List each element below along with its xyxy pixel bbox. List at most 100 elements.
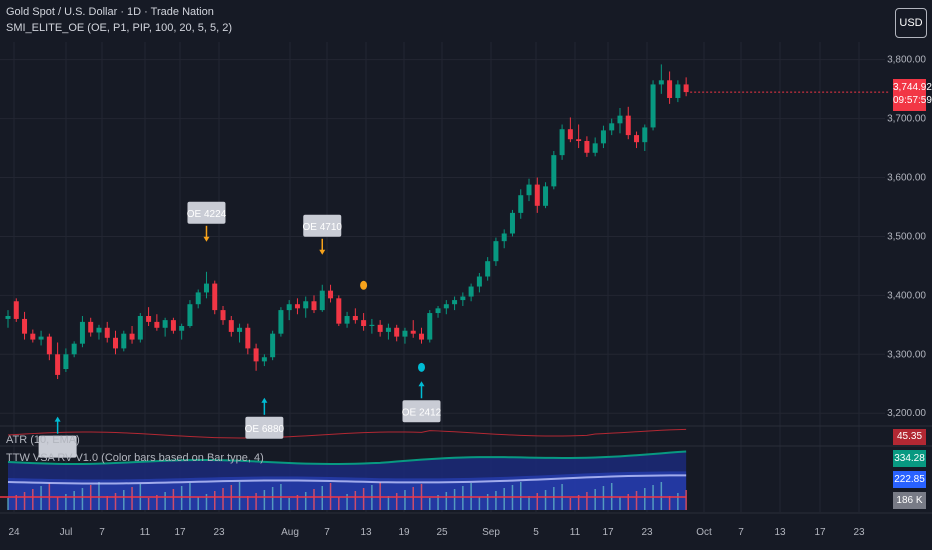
candle-body: [543, 186, 549, 206]
atr-label[interactable]: ATR (10, EMA): [6, 434, 80, 446]
candle-body: [22, 318, 28, 334]
candle-body: [137, 315, 143, 340]
candle-body: [228, 320, 234, 332]
candle: [278, 307, 284, 337]
candle: [476, 272, 482, 293]
candle: [625, 106, 631, 140]
candle-body: [452, 300, 458, 305]
candle: [634, 131, 640, 149]
candle: [617, 107, 623, 134]
price-tick-label: 3,500.00: [887, 231, 926, 242]
candle-body: [567, 129, 573, 140]
candle-body: [526, 184, 532, 196]
time-tick-label: 13: [774, 527, 786, 538]
candle: [344, 311, 350, 328]
candle-body: [154, 321, 160, 328]
time-axis[interactable]: 24 Jul 7 11 17 23 Aug 7 13 19 25 Sep 5 11 17 23 Oct 7 13 17…: [8, 527, 865, 538]
callout-box: [402, 400, 441, 423]
candle: [667, 71, 673, 104]
symbol-title[interactable]: Gold Spot / U.S. Dollar · 1D · Trade Nat…: [6, 6, 214, 18]
candle-body: [584, 140, 590, 153]
candle-body: [328, 290, 334, 299]
signal-dot: [360, 280, 368, 290]
candle-body: [675, 84, 681, 98]
candle-body: [435, 308, 441, 314]
callout-box: [38, 435, 77, 458]
candle: [55, 342, 61, 380]
time-tick-label: Aug: [281, 527, 299, 538]
candle-body: [509, 212, 515, 234]
candle-body: [46, 336, 52, 355]
candle: [220, 305, 226, 325]
candle-body: [245, 327, 251, 349]
candle: [427, 310, 433, 343]
time-tick-label: 7: [738, 527, 744, 538]
candle-body: [278, 310, 284, 334]
candle-body: [625, 115, 631, 136]
time-tick-label: 11: [140, 527, 151, 538]
time-tick-label: 23: [853, 527, 865, 538]
callout-box: [245, 416, 284, 439]
candle: [526, 178, 532, 202]
candle: [377, 320, 383, 337]
candle: [576, 124, 582, 149]
candle: [253, 343, 259, 371]
candle-body: [352, 315, 358, 321]
candle-body: [377, 324, 383, 332]
candle: [113, 330, 119, 355]
candle-body: [13, 301, 19, 319]
candle: [650, 80, 656, 131]
callout-arrowhead: [203, 236, 210, 242]
candle: [534, 177, 540, 213]
candle-body: [319, 290, 325, 311]
candle: [658, 64, 664, 94]
candle-body: [253, 348, 259, 362]
candle-body: [592, 143, 598, 153]
candle: [63, 348, 69, 372]
candle-body: [79, 321, 85, 344]
callout-text: OE 4224: [187, 209, 227, 220]
last-price-value: 3,744.92: [893, 82, 932, 93]
candle: [146, 307, 152, 327]
price-tick-label: 3,300.00: [887, 349, 926, 360]
vsa-value-1: 334.28 K: [893, 450, 926, 481]
price-axis[interactable]: 3,800.00 3,700.00 3,600.00 3,500.00 3,400.00…: [887, 55, 926, 420]
candle: [96, 324, 102, 340]
candle-body: [501, 233, 507, 242]
candle-body: [212, 283, 218, 311]
candle-body: [683, 84, 689, 93]
candle: [328, 284, 334, 303]
indicator-label[interactable]: SMI_ELITE_OE (OE, P1, PIP, 100, 20, 5, 5…: [6, 22, 233, 34]
candle-body: [88, 321, 94, 333]
time-tick-label: 7: [99, 527, 105, 538]
candle-body: [179, 326, 185, 331]
callout-arrowhead: [54, 416, 61, 422]
candle: [5, 310, 11, 328]
candle-body: [419, 333, 424, 340]
price-tick-label: 3,400.00: [887, 290, 926, 301]
candle: [493, 237, 499, 266]
candle: [567, 117, 573, 143]
atr-value-badge: 45.35: [893, 429, 926, 445]
time-tick-label: 17: [174, 527, 186, 538]
time-tick-label: 24: [8, 527, 20, 538]
candle: [270, 330, 276, 361]
candle-body: [642, 127, 648, 143]
candle-body: [63, 354, 69, 370]
candle: [228, 315, 234, 337]
candle-body: [30, 333, 36, 340]
candle: [402, 327, 408, 344]
oe-callout: OE 4224: [187, 201, 227, 242]
candle-body: [476, 276, 482, 287]
candle-body: [534, 184, 540, 206]
candle: [361, 313, 367, 331]
vsa-label[interactable]: TTW VSA RV V1.0 (Color bars based on Bar…: [6, 452, 264, 464]
candle: [452, 296, 458, 311]
callout-arrowhead: [418, 381, 425, 387]
time-tick-label: Sep: [482, 527, 500, 538]
currency-button[interactable]: USD: [895, 8, 927, 38]
candle-body: [369, 324, 375, 327]
callout-box: [303, 214, 342, 237]
candle-body: [121, 333, 127, 349]
